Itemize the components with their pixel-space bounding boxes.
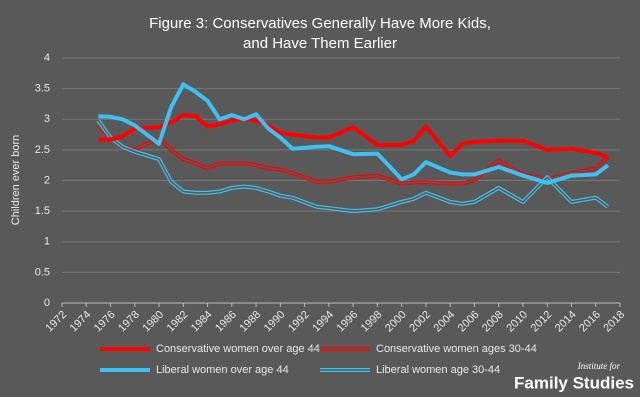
x-tick-label: 1978 bbox=[116, 309, 142, 335]
x-tick-label: 1998 bbox=[359, 309, 385, 335]
x-tick-label: 2008 bbox=[480, 309, 506, 335]
series-line bbox=[96, 119, 610, 214]
series-line bbox=[98, 82, 610, 185]
legend-label: Liberal women over age 44 bbox=[156, 364, 289, 376]
x-tick-label: 2006 bbox=[456, 309, 482, 335]
x-tick-label: 2018 bbox=[601, 309, 627, 335]
x-tick-label: 1992 bbox=[286, 309, 312, 335]
x-tick-label: 1990 bbox=[262, 309, 288, 335]
x-tick-label: 2010 bbox=[504, 309, 530, 335]
x-tick-label: 1980 bbox=[140, 309, 166, 335]
y-axis-label: Children ever born bbox=[10, 135, 22, 226]
x-tick-label: 2000 bbox=[383, 309, 409, 335]
legend-label: Conservative women over age 44 bbox=[156, 343, 320, 355]
x-tick-label: 1976 bbox=[92, 309, 118, 335]
y-tick-label: 3.5 bbox=[35, 83, 50, 95]
x-tick-label: 1972 bbox=[43, 309, 69, 335]
logo-large: Family Studies bbox=[514, 373, 634, 392]
y-tick-label: 0 bbox=[44, 297, 50, 309]
x-tick-label: 2004 bbox=[432, 309, 458, 335]
y-tick-label: 1.5 bbox=[35, 205, 50, 217]
chart-title: Figure 3: Conservatives Generally Have M… bbox=[149, 15, 491, 52]
x-tick-label: 2012 bbox=[529, 309, 555, 335]
logo-small: Institute for bbox=[577, 361, 621, 371]
x-tick-label: 1974 bbox=[68, 309, 94, 335]
series-line-inner bbox=[97, 124, 609, 185]
x-tick-label: 2014 bbox=[553, 309, 579, 335]
series-line-inner bbox=[97, 120, 609, 212]
y-tick-label: 0.5 bbox=[35, 266, 50, 278]
x-tick-label: 1996 bbox=[335, 309, 361, 335]
y-tick-label: 2 bbox=[44, 174, 50, 186]
x-tick-label: 1984 bbox=[189, 309, 215, 335]
x-tick-label: 1986 bbox=[213, 309, 239, 335]
legend-label: Liberal women age 30-44 bbox=[376, 364, 500, 376]
x-tick-label: 1994 bbox=[310, 309, 336, 335]
series-line bbox=[98, 113, 609, 160]
x-tick-label: 1982 bbox=[165, 309, 191, 335]
y-tick-label: 1 bbox=[44, 236, 50, 248]
y-tick-label: 4 bbox=[44, 52, 50, 64]
x-tick-label: 1988 bbox=[237, 309, 263, 335]
y-tick-label: 2.5 bbox=[35, 144, 50, 156]
y-tick-label: 3 bbox=[44, 113, 50, 125]
x-tick-label: 2002 bbox=[407, 309, 433, 335]
legend-label: Conservative women ages 30-44 bbox=[376, 343, 537, 355]
x-tick-label: 2016 bbox=[577, 309, 603, 335]
